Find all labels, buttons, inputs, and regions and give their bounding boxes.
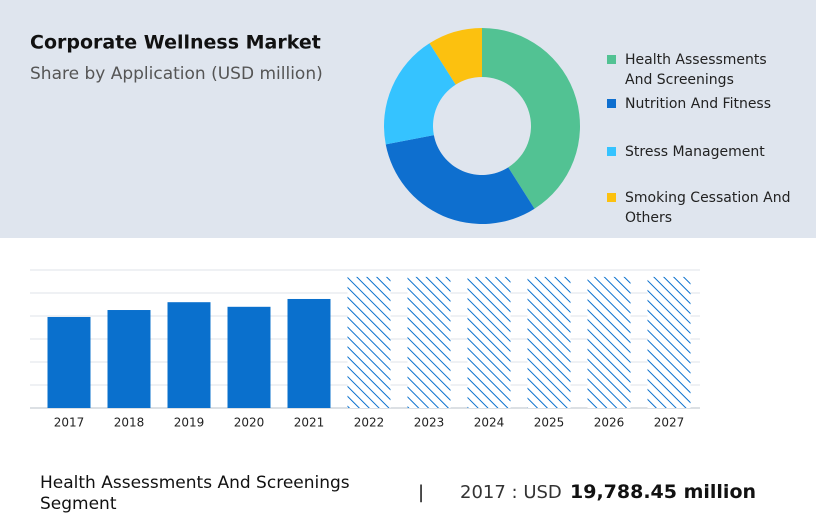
chart-title: Corporate Wellness Market — [30, 32, 321, 54]
legend-swatch — [607, 55, 616, 64]
legend-label: Health Assessments And Screenings — [625, 52, 767, 88]
bar — [527, 276, 571, 408]
bar — [227, 306, 271, 408]
donut-slice — [482, 28, 580, 209]
x-tick-label: 2027 — [654, 416, 685, 430]
x-tick-label: 2025 — [534, 416, 565, 430]
bar — [47, 316, 91, 408]
chart: Corporate Wellness Market Share by Appli… — [30, 28, 700, 430]
legend-label: Nutrition And Fitness — [625, 96, 772, 112]
x-tick-label: 2022 — [354, 416, 385, 430]
footer-separator: | — [418, 482, 425, 503]
x-tick-label: 2018 — [114, 416, 145, 430]
bar — [647, 276, 691, 408]
legend-swatch — [607, 99, 616, 108]
x-tick-label: 2021 — [294, 416, 325, 430]
legend-item: Smoking Cessation And Others — [607, 188, 797, 228]
legend-label: Smoking Cessation And Others — [625, 190, 791, 226]
legend-item: Stress Management — [607, 142, 797, 162]
footer-label: 2017 : USD — [460, 482, 562, 503]
donut-slice — [429, 28, 482, 85]
legend-item: Health Assessments And Screenings — [607, 50, 797, 90]
x-tick-label: 2020 — [234, 416, 265, 430]
bar — [107, 310, 151, 408]
bar — [467, 276, 511, 408]
donut-slice — [385, 135, 535, 224]
footer-value: 19,788.45 million — [570, 481, 757, 503]
bar — [167, 302, 211, 408]
legend-swatch — [607, 147, 616, 156]
bar — [587, 276, 631, 408]
x-tick-label: 2019 — [174, 416, 205, 430]
legend-item: Nutrition And Fitness — [607, 94, 797, 114]
x-tick-label: 2026 — [594, 416, 625, 430]
donut-slice — [383, 43, 456, 145]
x-tick-label: 2017 — [54, 416, 85, 430]
x-tick-label: 2023 — [414, 416, 445, 430]
legend-label: Stress Management — [625, 144, 765, 160]
chart-subtitle: Share by Application (USD million) — [30, 64, 323, 84]
bar — [347, 276, 391, 408]
footer-segment: Health Assessments And Screenings Segmen… — [40, 473, 350, 514]
bar — [287, 298, 331, 408]
bar — [407, 276, 451, 408]
legend-swatch — [607, 193, 616, 202]
x-tick-label: 2024 — [474, 416, 505, 430]
